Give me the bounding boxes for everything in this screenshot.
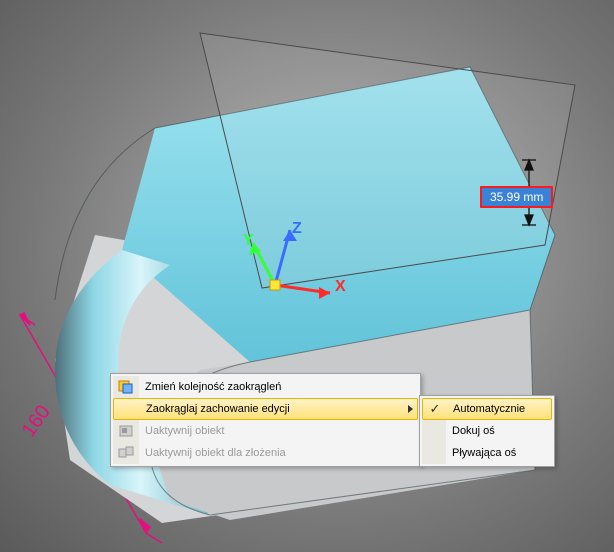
menu-item-reorder-fillets[interactable]: Zmień kolejność zaokrągleń — [113, 376, 418, 398]
cad-viewport[interactable]: X Y Z 35.99 mm 160 Zmień kolejność zaokr… — [0, 0, 614, 552]
menu-item-activate-object: Uaktywnij obiekt — [113, 420, 418, 442]
dimension-value-box[interactable]: 35.99 mm — [480, 186, 553, 208]
submenu-arrow-icon — [408, 405, 413, 413]
menu-item-label: Uaktywnij obiekt dla złożenia — [145, 447, 286, 459]
model-scene — [0, 0, 614, 552]
context-submenu[interactable]: ✓ Automatycznie Dokuj oś Pływająca oś — [419, 395, 555, 467]
submenu-item-label: Automatycznie — [453, 403, 525, 415]
submenu-item-float-axis[interactable]: Pływająca oś — [422, 442, 552, 464]
context-menu[interactable]: Zmień kolejność zaokrągleń Zaokrąglaj za… — [110, 373, 421, 467]
menu-item-label: Zaokrąglaj zachowanie edycji — [146, 403, 290, 415]
submenu-item-label: Dokuj oś — [452, 425, 495, 437]
activate-object-icon — [118, 423, 134, 439]
reorder-fillets-icon — [118, 379, 134, 395]
submenu-item-dock-axis[interactable]: Dokuj oś — [422, 420, 552, 442]
menu-item-label: Uaktywnij obiekt — [145, 425, 224, 437]
axis-z-label: Z — [292, 220, 302, 238]
submenu-item-label: Pływająca oś — [452, 447, 516, 459]
axis-x-label: X — [335, 278, 346, 296]
axis-y-label: Y — [243, 232, 254, 250]
activate-assembly-icon — [118, 445, 134, 461]
menu-item-label: Zmień kolejność zaokrągleń — [145, 381, 281, 393]
check-icon: ✓ — [430, 401, 441, 417]
menu-item-activate-assembly: Uaktywnij obiekt dla złożenia — [113, 442, 418, 464]
menu-item-round-edit-behavior[interactable]: Zaokrąglaj zachowanie edycji — [113, 398, 418, 420]
submenu-item-auto[interactable]: ✓ Automatycznie — [422, 398, 552, 420]
